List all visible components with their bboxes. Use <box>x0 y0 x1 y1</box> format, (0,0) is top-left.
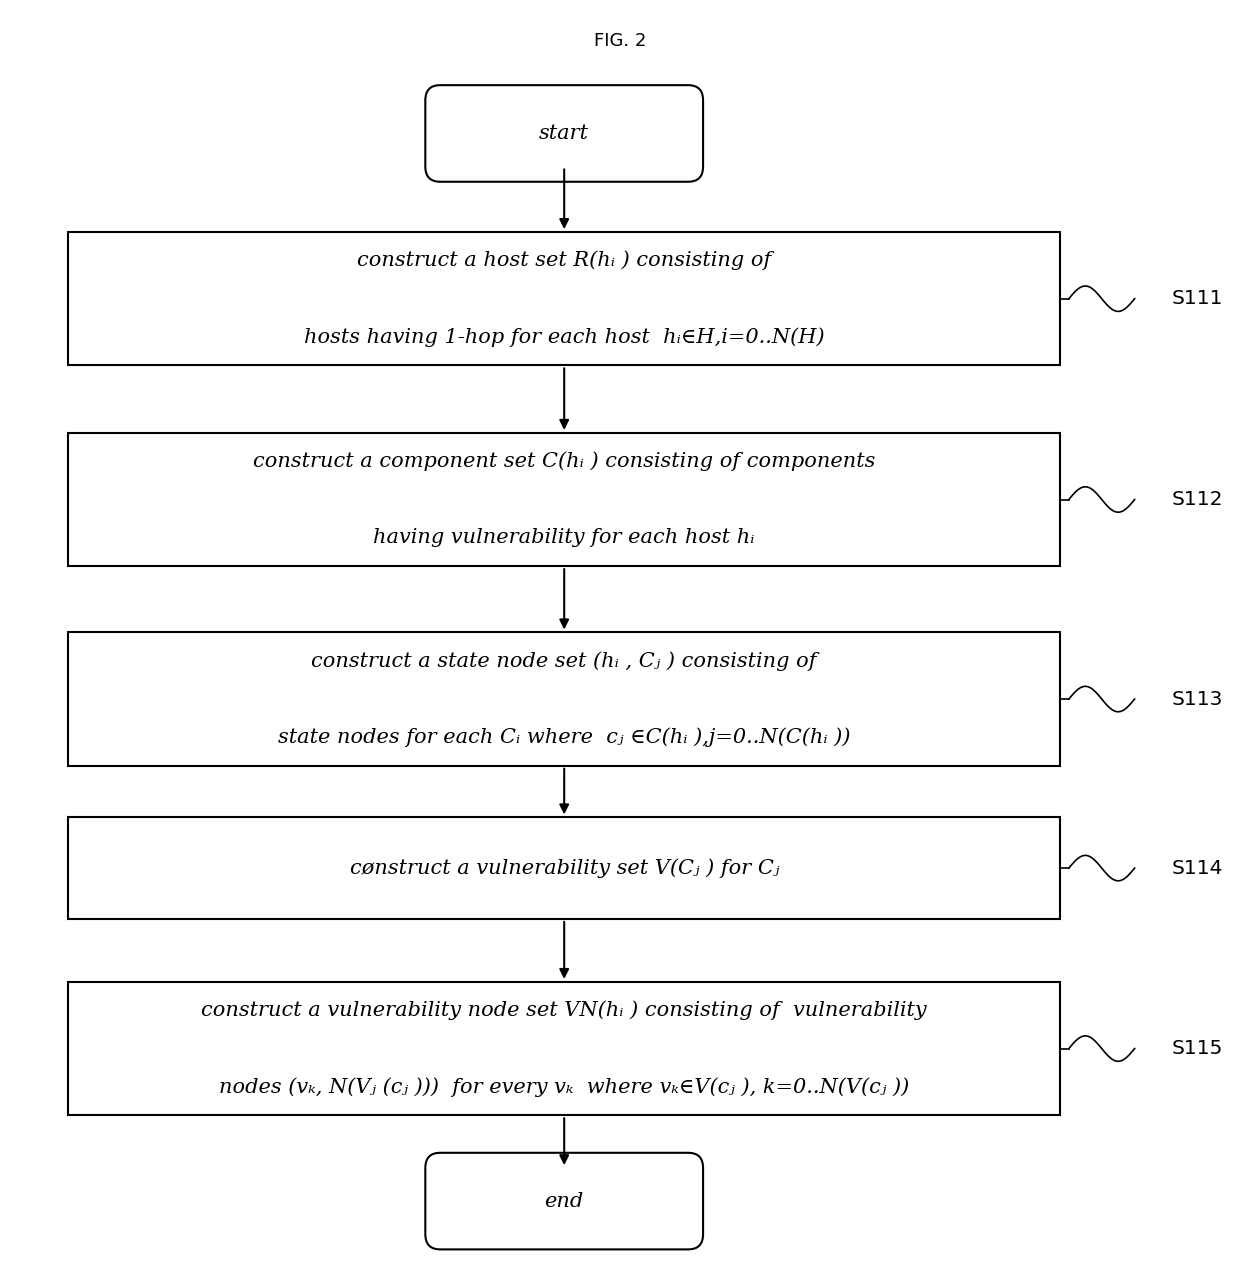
Text: S114: S114 <box>1172 859 1224 877</box>
Bar <box>68 632 1060 765</box>
Text: FIG. 2: FIG. 2 <box>594 32 646 50</box>
FancyBboxPatch shape <box>425 1153 703 1249</box>
Text: start: start <box>539 125 589 142</box>
Bar <box>68 981 1060 1116</box>
FancyBboxPatch shape <box>425 85 703 182</box>
Bar <box>68 432 1060 567</box>
Text: S111: S111 <box>1172 290 1224 308</box>
Text: S112: S112 <box>1172 491 1224 508</box>
Text: nodes (vₖ, N(Vⱼ (cⱼ )))  for every vₖ  where vₖ∈V(cⱼ ), k=0..N(V(cⱼ )): nodes (vₖ, N(Vⱼ (cⱼ ))) for every vₖ whe… <box>219 1077 909 1097</box>
Text: end: end <box>544 1192 584 1210</box>
Text: state nodes for each Cᵢ where  cⱼ ∈C(hᵢ ),j=0..N(C(hᵢ )): state nodes for each Cᵢ where cⱼ ∈C(hᵢ )… <box>278 727 851 747</box>
Text: hosts having 1-hop for each host  hᵢ∈H,i=0..N(H): hosts having 1-hop for each host hᵢ∈H,i=… <box>304 327 825 347</box>
Text: having vulnerability for each host hᵢ: having vulnerability for each host hᵢ <box>373 529 755 547</box>
Bar <box>68 231 1060 366</box>
Text: construct a host set R(hᵢ ) consisting of: construct a host set R(hᵢ ) consisting o… <box>357 250 771 271</box>
Text: S113: S113 <box>1172 690 1223 708</box>
Text: S115: S115 <box>1172 1040 1223 1057</box>
Text: construct a component set C(hᵢ ) consisting of components: construct a component set C(hᵢ ) consist… <box>253 451 875 472</box>
Text: construct a state node set (hᵢ , Cⱼ ) consisting of: construct a state node set (hᵢ , Cⱼ ) co… <box>311 651 817 671</box>
Text: construct a vulnerability node set VN(hᵢ ) consisting of  vulnerability: construct a vulnerability node set VN(hᵢ… <box>201 1000 928 1021</box>
Text: cønstruct a vulnerability set V(Cⱼ ) for Cⱼ: cønstruct a vulnerability set V(Cⱼ ) for… <box>350 858 779 878</box>
Bar <box>68 817 1060 919</box>
